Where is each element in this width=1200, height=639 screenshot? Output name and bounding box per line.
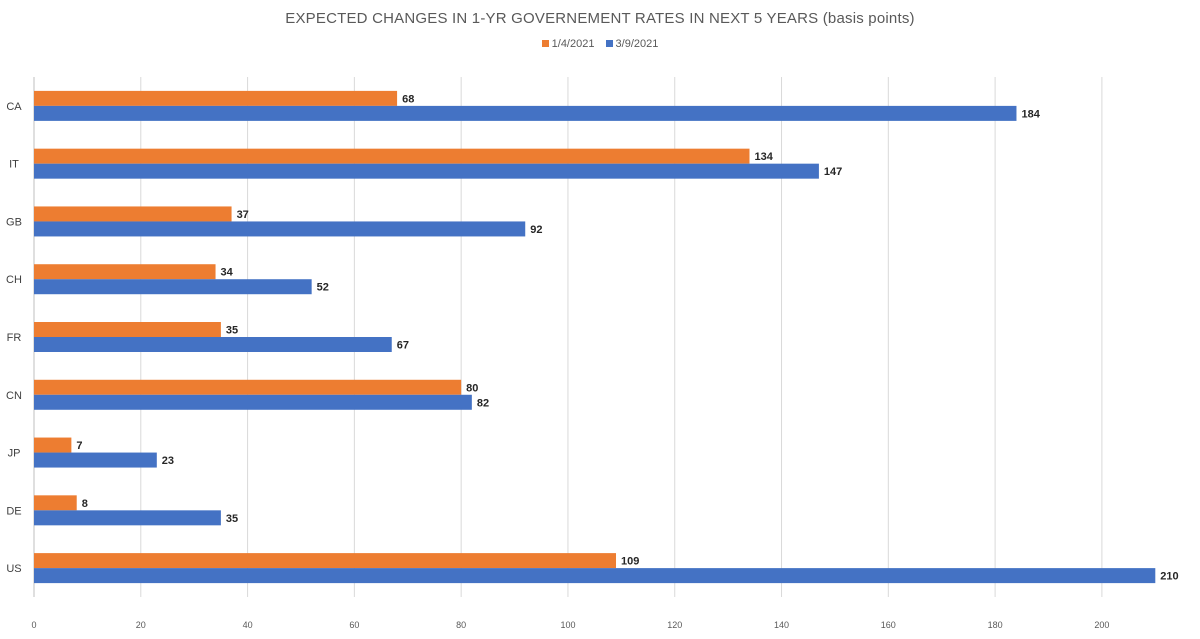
legend-label-series-2: 3/9/2021 — [615, 38, 659, 50]
bar-us-series-1 — [34, 553, 617, 569]
data-label-gb-series-2: 92 — [530, 224, 542, 236]
bar-ca-series-1 — [34, 90, 398, 106]
x-tick-label-60: 60 — [349, 620, 359, 630]
data-label-jp-series-1: 7 — [76, 440, 82, 452]
category-label-gb: GB — [6, 216, 22, 228]
legend-item-series-2: 3/9/2021 — [605, 38, 659, 50]
x-tick-label-120: 120 — [667, 620, 682, 630]
x-tick-label-40: 40 — [243, 620, 253, 630]
category-label-cn: CN — [6, 390, 22, 402]
data-label-fr-series-1: 35 — [226, 325, 238, 337]
data-label-ca-series-1: 68 — [402, 93, 414, 105]
legend-swatch-series-2 — [605, 40, 613, 47]
bar-it-series-1 — [34, 148, 750, 164]
category-label-ch: CH — [6, 274, 22, 286]
category-label-ca: CA — [6, 101, 22, 113]
bar-de-series-1 — [34, 495, 77, 511]
bar-fr-series-2 — [34, 337, 392, 352]
data-label-cn-series-2: 82 — [477, 397, 489, 409]
legend-swatch-series-1 — [541, 40, 549, 47]
bar-fr-series-1 — [34, 322, 221, 337]
bar-gb-series-1 — [34, 206, 232, 222]
data-label-us-series-1: 109 — [621, 556, 639, 568]
data-label-ch-series-1: 34 — [221, 267, 234, 279]
bar-ch-series-2 — [34, 279, 312, 295]
x-tick-label-160: 160 — [881, 620, 896, 630]
x-tick-label-100: 100 — [560, 620, 575, 630]
chart-title: EXPECTED CHANGES IN 1-YR GOVERNEMENT RAT… — [285, 10, 915, 27]
category-label-it: IT — [9, 159, 19, 171]
bar-jp-series-1 — [34, 437, 72, 453]
bar-cn-series-1 — [34, 379, 462, 395]
bar-gb-series-2 — [34, 221, 526, 237]
bar-it-series-2 — [34, 163, 819, 179]
data-label-jp-series-2: 23 — [162, 455, 174, 467]
bar-ch-series-1 — [34, 264, 216, 280]
data-label-fr-series-2: 67 — [397, 340, 409, 352]
bar-jp-series-2 — [34, 452, 157, 468]
x-tick-label-180: 180 — [988, 620, 1003, 630]
x-tick-label-200: 200 — [1094, 620, 1109, 630]
data-label-it-series-1: 134 — [754, 151, 773, 163]
bar-us-series-2 — [34, 568, 1156, 584]
bar-de-series-2 — [34, 510, 221, 526]
bar-ca-series-2 — [34, 105, 1017, 121]
category-label-jp: JP — [8, 448, 21, 460]
bar-cn-series-2 — [34, 394, 472, 410]
data-label-us-series-2: 210 — [1160, 571, 1178, 583]
x-tick-label-80: 80 — [456, 620, 466, 630]
data-label-de-series-1: 8 — [82, 498, 88, 510]
legend: 1/4/2021 3/9/2021 — [0, 38, 1200, 50]
data-label-gb-series-1: 37 — [237, 209, 249, 221]
legend-label-series-1: 1/4/2021 — [551, 38, 595, 50]
data-label-it-series-2: 147 — [824, 166, 842, 178]
x-tick-label-20: 20 — [136, 620, 146, 630]
x-tick-label-0: 0 — [31, 620, 36, 630]
category-label-us: US — [6, 563, 21, 575]
data-label-ca-series-2: 184 — [1021, 108, 1040, 120]
legend-item-series-1: 1/4/2021 — [541, 38, 595, 50]
x-tick-label-140: 140 — [774, 620, 789, 630]
category-label-de: DE — [6, 505, 21, 517]
category-label-fr: FR — [7, 332, 22, 344]
data-label-ch-series-2: 52 — [317, 282, 329, 294]
data-label-de-series-2: 35 — [226, 513, 238, 525]
data-label-cn-series-1: 80 — [466, 382, 478, 394]
